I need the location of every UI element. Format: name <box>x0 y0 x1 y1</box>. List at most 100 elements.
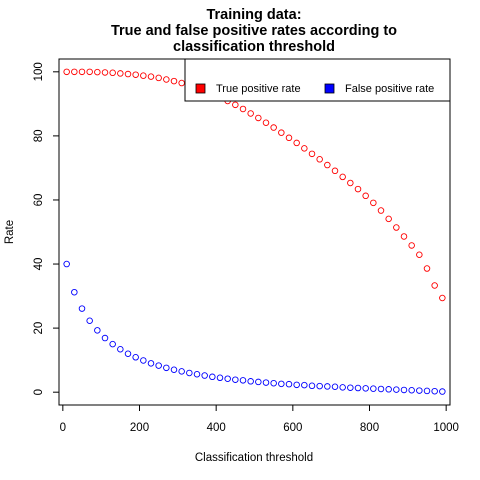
false-positive-point <box>247 378 254 385</box>
false-positive-point <box>262 379 270 386</box>
true-positive-point <box>285 134 293 142</box>
false-positive-point <box>423 387 431 395</box>
false-positive-point <box>147 360 155 367</box>
true-positive-point <box>247 110 254 117</box>
false-positive-point <box>63 260 70 268</box>
true-positive-point <box>86 68 93 76</box>
false-positive-point <box>178 368 185 375</box>
true-positive-point <box>347 179 354 187</box>
false-positive-point <box>431 387 438 395</box>
true-positive-point <box>270 124 277 131</box>
false-positive-point <box>109 340 116 348</box>
true-positive-point <box>308 150 316 158</box>
false-positive-point <box>94 327 101 334</box>
true-positive-point <box>78 68 86 76</box>
true-positive-point <box>239 105 247 113</box>
true-positive-point <box>331 167 339 175</box>
false-positive-point <box>285 380 293 388</box>
legend-label-true-positive: True positive rate <box>216 83 301 95</box>
false-positive-point <box>193 370 201 378</box>
true-positive-point <box>140 72 147 79</box>
false-positive-point <box>270 379 277 387</box>
false-positive-point <box>124 350 132 357</box>
true-positive-point <box>400 233 408 240</box>
true-positive-point <box>278 129 285 136</box>
false-positive-point <box>86 317 93 324</box>
false-positive-point <box>347 384 354 391</box>
false-positive-point <box>439 388 446 395</box>
y-tick-label: 0 <box>33 389 45 395</box>
y-tick-label: 60 <box>33 194 45 207</box>
false-positive-point <box>362 385 369 392</box>
false-positive-point <box>201 372 208 379</box>
true-positive-point <box>324 161 331 169</box>
false-positive-point <box>316 382 323 390</box>
x-tick-label: 200 <box>130 422 149 434</box>
false-positive-point <box>163 364 170 372</box>
false-positive-point <box>377 385 385 393</box>
x-tick-label: 1000 <box>433 422 459 434</box>
legend-swatch-false-positive <box>324 83 335 94</box>
true-positive-point <box>385 215 392 223</box>
false-positive-point <box>293 381 300 389</box>
false-positive-point <box>408 387 415 394</box>
false-positive-point <box>170 366 178 374</box>
false-positive-point <box>239 377 247 384</box>
true-positive-point <box>431 282 438 289</box>
y-axis-title: Rate <box>4 220 16 244</box>
false-positive-point <box>324 383 331 390</box>
legend-swatch-true-positive <box>195 83 206 94</box>
true-positive-point <box>232 101 239 109</box>
x-tick-label: 400 <box>207 422 226 434</box>
false-positive-point <box>370 385 377 392</box>
true-positive-point <box>147 73 155 80</box>
true-positive-point <box>370 199 377 207</box>
true-positive-point <box>255 114 262 122</box>
x-axis: 0 200 400 600 800 1000 <box>60 405 459 434</box>
true-positive-point <box>377 207 385 214</box>
false-positive-point <box>140 357 147 364</box>
false-positive-point <box>117 346 124 353</box>
true-positive-point <box>423 265 431 272</box>
true-positive-point <box>132 71 139 78</box>
false-positive-point <box>216 374 224 382</box>
data-points <box>63 68 446 395</box>
true-positive-point <box>301 145 308 152</box>
false-positive-point <box>186 369 193 377</box>
legend-label-false-positive: False positive rate <box>345 83 434 95</box>
true-positive-point <box>63 68 70 76</box>
y-tick-label: 20 <box>33 322 45 335</box>
false-positive-point <box>71 288 78 296</box>
true-positive-point <box>316 156 323 163</box>
legend-box <box>184 58 451 102</box>
false-positive-point <box>416 387 423 394</box>
true-positive-point <box>416 251 423 258</box>
true-positive-point <box>155 74 162 82</box>
y-tick-label: 80 <box>33 129 45 142</box>
x-tick-label: 0 <box>60 422 66 434</box>
y-axis: 0 20 40 60 80 100 <box>33 62 59 395</box>
chart-title-line-3: classification threshold <box>173 39 335 55</box>
false-positive-point <box>339 384 346 391</box>
true-positive-point <box>170 77 178 85</box>
true-positive-point <box>408 242 415 249</box>
true-positive-point <box>439 294 446 302</box>
true-positive-point <box>362 192 369 200</box>
y-tick-label: 40 <box>33 258 45 271</box>
false-positive-point <box>101 334 109 342</box>
true-positive-point <box>262 119 270 127</box>
x-axis-title: Classification threshold <box>195 452 313 464</box>
false-positive-point <box>232 376 239 383</box>
true-positive-point <box>393 224 400 231</box>
false-positive-point <box>255 378 262 386</box>
false-positive-point <box>308 382 316 390</box>
true-positive-point <box>101 69 109 76</box>
true-positive-point <box>293 139 300 147</box>
x-tick-label: 800 <box>360 422 379 434</box>
true-positive-point <box>354 185 362 193</box>
false-positive-point <box>224 375 231 382</box>
false-positive-point <box>78 305 86 312</box>
true-positive-point <box>117 70 124 77</box>
chart-title-line-2: True and false positive rates according … <box>111 23 397 39</box>
